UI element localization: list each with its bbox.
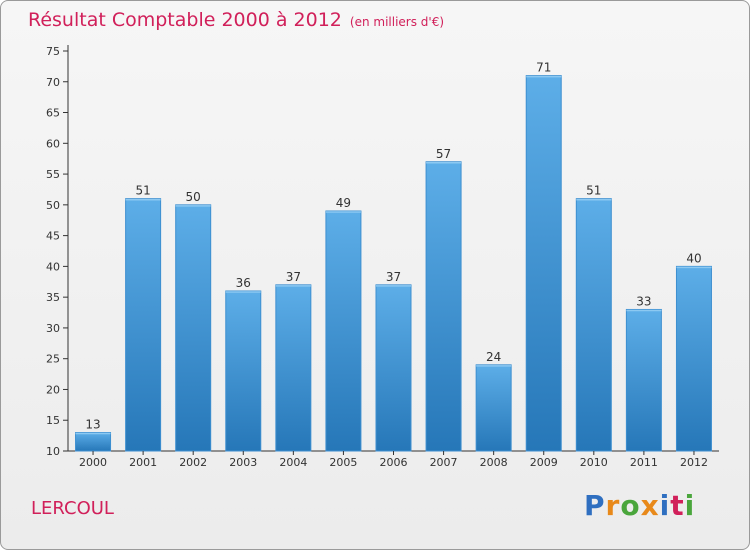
logo-letter: r [605, 489, 621, 522]
y-tick-label: 75 [46, 45, 60, 58]
x-tick-label: 2003 [229, 456, 257, 469]
bar [425, 161, 462, 452]
x-tick-label: 2002 [179, 456, 207, 469]
bar [175, 204, 212, 452]
chart-title: Résultat Comptable 2000 à 2012 (en millie… [28, 9, 444, 31]
y-tick-label: 30 [46, 322, 60, 335]
proxiti-logo: Proxiti [584, 489, 695, 522]
title-text: Résultat Comptable 2000 à 2012 [28, 9, 342, 31]
data-label: 36 [236, 276, 251, 290]
bar [275, 284, 312, 452]
data-label: 51 [586, 184, 601, 198]
bar [225, 290, 262, 452]
x-tick-label: 2008 [480, 456, 508, 469]
data-label: 37 [386, 270, 401, 284]
y-tick-label: 40 [46, 260, 60, 273]
y-tick-label: 10 [46, 445, 60, 458]
data-label: 57 [436, 147, 451, 161]
bar [525, 75, 562, 452]
data-label: 24 [486, 350, 501, 364]
data-label: 13 [85, 418, 100, 432]
x-tick-label: 2007 [430, 456, 458, 469]
bar [475, 364, 512, 452]
x-tick-label: 2012 [680, 456, 708, 469]
commune-name: LERCOUL [31, 498, 114, 519]
data-label: 51 [135, 184, 150, 198]
y-tick-label: 25 [46, 353, 60, 366]
data-label: 50 [186, 190, 201, 204]
bar [575, 198, 612, 452]
bar [325, 210, 362, 452]
bar [625, 308, 662, 452]
bar [375, 284, 412, 452]
data-label: 37 [286, 270, 301, 284]
logo-letter: o [620, 489, 641, 522]
y-tick-label: 15 [46, 414, 60, 427]
data-label: 40 [686, 251, 701, 265]
logo-letter: t [670, 489, 685, 522]
logo-letter: x [640, 489, 660, 522]
y-tick-label: 35 [46, 291, 60, 304]
logo-letter: i [659, 489, 671, 522]
y-tick-label: 50 [46, 199, 60, 212]
y-tick-label: 45 [46, 230, 60, 243]
logo-letter: P [584, 489, 606, 522]
y-tick-label: 20 [46, 383, 60, 396]
logo-letter: i [684, 489, 696, 522]
x-tick-label: 2005 [329, 456, 357, 469]
data-label: 49 [336, 196, 351, 210]
x-tick-label: 2004 [279, 456, 307, 469]
bar [675, 265, 712, 452]
y-tick-label: 65 [46, 107, 60, 120]
y-tick-label: 55 [46, 168, 60, 181]
y-tick-label: 60 [46, 137, 60, 150]
x-tick-label: 2011 [630, 456, 658, 469]
y-tick-label: 70 [46, 76, 60, 89]
x-tick-label: 2000 [79, 456, 107, 469]
subtitle-text: (en milliers d'€) [349, 15, 445, 29]
x-tick-label: 2006 [380, 456, 408, 469]
bar [125, 198, 162, 452]
bar [75, 432, 112, 452]
x-tick-label: 2010 [580, 456, 608, 469]
data-label: 33 [636, 294, 651, 308]
data-label: 71 [536, 61, 551, 75]
x-tick-label: 2001 [129, 456, 157, 469]
x-tick-label: 2009 [530, 456, 558, 469]
